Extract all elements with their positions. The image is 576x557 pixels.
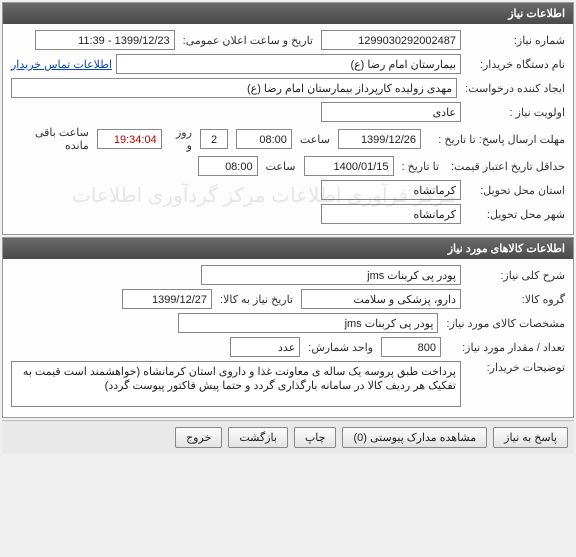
days-remaining-field: 2 xyxy=(200,129,228,149)
buyer-label: نام دستگاه خریدار: xyxy=(465,58,565,71)
validity-date-field: 1400/01/15 xyxy=(304,156,394,176)
days-label: روز و xyxy=(166,126,196,152)
need-info-panel: اطلاعات نیاز شماره نیاز: 129903029200248… xyxy=(2,2,574,235)
spec-field: پودر پی کربنات jms xyxy=(178,313,438,333)
creator-field: مهدی زولیده کارپرداز بیمارستان امام رضا … xyxy=(11,78,457,98)
creator-label: ایجاد کننده درخواست: xyxy=(461,82,565,95)
respond-button[interactable]: پاسخ به نیاز xyxy=(493,427,568,448)
group-field: دارو، پزشکی و سلامت xyxy=(301,289,461,309)
delivery-prov-field: کرمانشاه xyxy=(321,180,461,200)
validity-label: حداقل تاریخ اعتبار قیمت: xyxy=(447,160,565,173)
need-no-field: 1299030292002487 xyxy=(321,30,461,50)
button-bar: پاسخ به نیاز مشاهده مدارک پیوستی (0) چاپ… xyxy=(2,420,574,454)
goods-info-panel: اطلاعات کالاهای مورد نیاز شرح کلی نیاز: … xyxy=(2,237,574,418)
group-label: گروه کالا: xyxy=(465,293,565,306)
view-attachments-button[interactable]: مشاهده مدارک پیوستی (0) xyxy=(342,427,487,448)
time-remaining-field: 19:34:04 xyxy=(97,129,162,149)
qty-label: تعداد / مقدار مورد نیاز: xyxy=(445,341,565,354)
spec-label: مشخصات کالای مورد نیاز: xyxy=(442,317,565,330)
validity-time-field: 08:00 xyxy=(198,156,258,176)
back-button[interactable]: بازگشت xyxy=(228,427,288,448)
deadline-date-field: 1399/12/26 xyxy=(338,129,421,149)
validity-time-label: ساعت xyxy=(262,160,300,173)
buyer-field: بیمارستان امام رضا (ع) xyxy=(116,54,461,74)
delivery-prov-label: استان محل تحویل: xyxy=(465,184,565,197)
deadline-label: مهلت ارسال پاسخ: تا تاریخ : xyxy=(425,133,565,146)
needby-field: 1399/12/27 xyxy=(122,289,212,309)
unit-label: واحد شمارش: xyxy=(304,341,377,354)
buyer-contact-link[interactable]: اطلاعات تماس خریدار xyxy=(11,58,112,71)
notes-field: پرداخت طبق پروسه یک ساله ی معاونت غذا و … xyxy=(11,361,461,407)
delivery-city-field: کرمانشاه xyxy=(321,204,461,224)
exit-button[interactable]: خروج xyxy=(175,427,222,448)
need-info-header: اطلاعات نیاز xyxy=(3,3,573,24)
goods-info-header: اطلاعات کالاهای مورد نیاز xyxy=(3,238,573,259)
desc-field: پودر پی کربنات jms xyxy=(201,265,461,285)
priority-field: عادی xyxy=(321,102,461,122)
deadline-time-label: ساعت xyxy=(296,133,334,146)
delivery-city-label: شهر محل تحویل: xyxy=(465,208,565,221)
need-no-label: شماره نیاز: xyxy=(465,34,565,47)
notes-label: توضیحات خریدار: xyxy=(465,361,565,374)
announce-field: 1399/12/23 - 11:39 xyxy=(35,30,175,50)
validity-sublabel: تا تاریخ : xyxy=(398,160,443,173)
needby-label: تاریخ نیاز به کالا: xyxy=(216,293,297,306)
print-button[interactable]: چاپ xyxy=(294,427,337,448)
deadline-time-field: 08:00 xyxy=(236,129,292,149)
unit-field: عدد xyxy=(230,337,300,357)
qty-field: 800 xyxy=(381,337,441,357)
remain-label: ساعت باقی مانده xyxy=(11,126,93,152)
desc-label: شرح کلی نیاز: xyxy=(465,269,565,282)
priority-label: اولویت نیاز : xyxy=(465,106,565,119)
announce-label: تاریخ و ساعت اعلان عمومی: xyxy=(179,34,317,47)
